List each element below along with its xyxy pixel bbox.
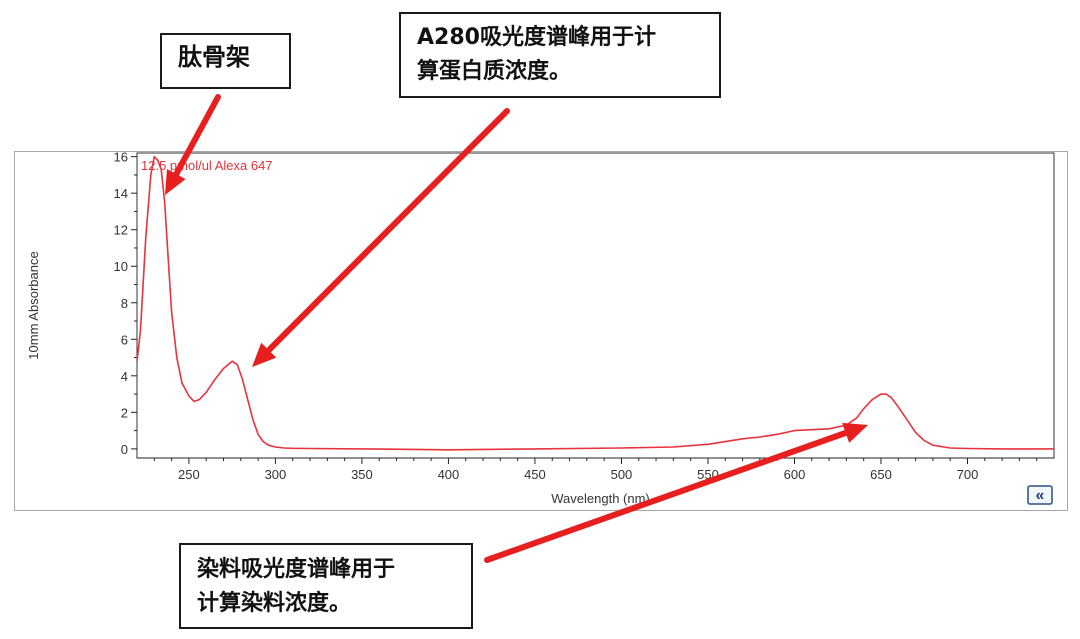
y-tick-label: 10: [114, 259, 128, 274]
y-tick-label: 8: [121, 296, 128, 311]
arrow-backbone-shaft: [172, 94, 221, 179]
double-chevron-left-icon[interactable]: «: [1036, 487, 1045, 504]
x-tick-label: 350: [351, 467, 373, 482]
arrow-a280-head: [252, 342, 277, 367]
plot-frame: [136, 152, 1055, 459]
y-tick-label: 6: [121, 332, 128, 347]
arrow-dye-head: [842, 422, 868, 443]
x-tick-label: 700: [957, 467, 979, 482]
x-tick-label: 400: [438, 467, 460, 482]
x-tick-label: 650: [870, 467, 892, 482]
arrow-a280-shaft: [264, 108, 510, 355]
arrow-backbone-head: [165, 169, 186, 195]
collapse-button-frame[interactable]: [1027, 485, 1053, 505]
x-axis-label: Wavelength (nm): [551, 491, 650, 506]
y-axis-label: 10mm Absorbance: [26, 251, 41, 359]
callout-a280-line2: 算蛋白质浓度。: [417, 59, 572, 84]
x-tick-label: 250: [178, 467, 200, 482]
y-tick-label: 0: [121, 442, 128, 457]
series-line: [136, 155, 1054, 451]
callout-peptide-backbone: 肽骨架: [160, 33, 291, 89]
collapse-button[interactable]: «: [1027, 485, 1053, 505]
x-tick-label: 450: [524, 467, 546, 482]
callout-dye-line2: 计算染料浓度。: [197, 591, 352, 616]
callout-a280-peak: A280吸光度谱峰用于计 算蛋白质浓度。: [399, 12, 721, 98]
callout-a280-line1: A280吸光度谱峰用于计: [417, 25, 656, 50]
chart-axes: 12.5 pmol/ul Alexa 647 Wavelength (nm) 1…: [26, 150, 1055, 506]
callout-dye-peak: 染料吸光度谱峰用于 计算染料浓度。: [179, 543, 473, 629]
series-annotation: 12.5 pmol/ul Alexa 647: [141, 158, 273, 173]
y-tick-label: 12: [114, 223, 128, 238]
arrow-dye-shaft: [484, 429, 851, 563]
y-tick-label: 2: [121, 405, 128, 420]
y-tick-label: 16: [114, 150, 128, 165]
x-tick-label: 600: [784, 467, 806, 482]
y-tick-label: 4: [121, 369, 128, 384]
y-tick-label: 14: [114, 186, 128, 201]
callout-peptide-backbone-text: 肽骨架: [178, 43, 250, 71]
callout-arrows: [165, 94, 868, 563]
callout-dye-line1: 染料吸光度谱峰用于: [197, 557, 396, 582]
x-tick-label: 500: [611, 467, 633, 482]
x-tick-label: 300: [265, 467, 287, 482]
chart-panel: [14, 151, 1068, 511]
